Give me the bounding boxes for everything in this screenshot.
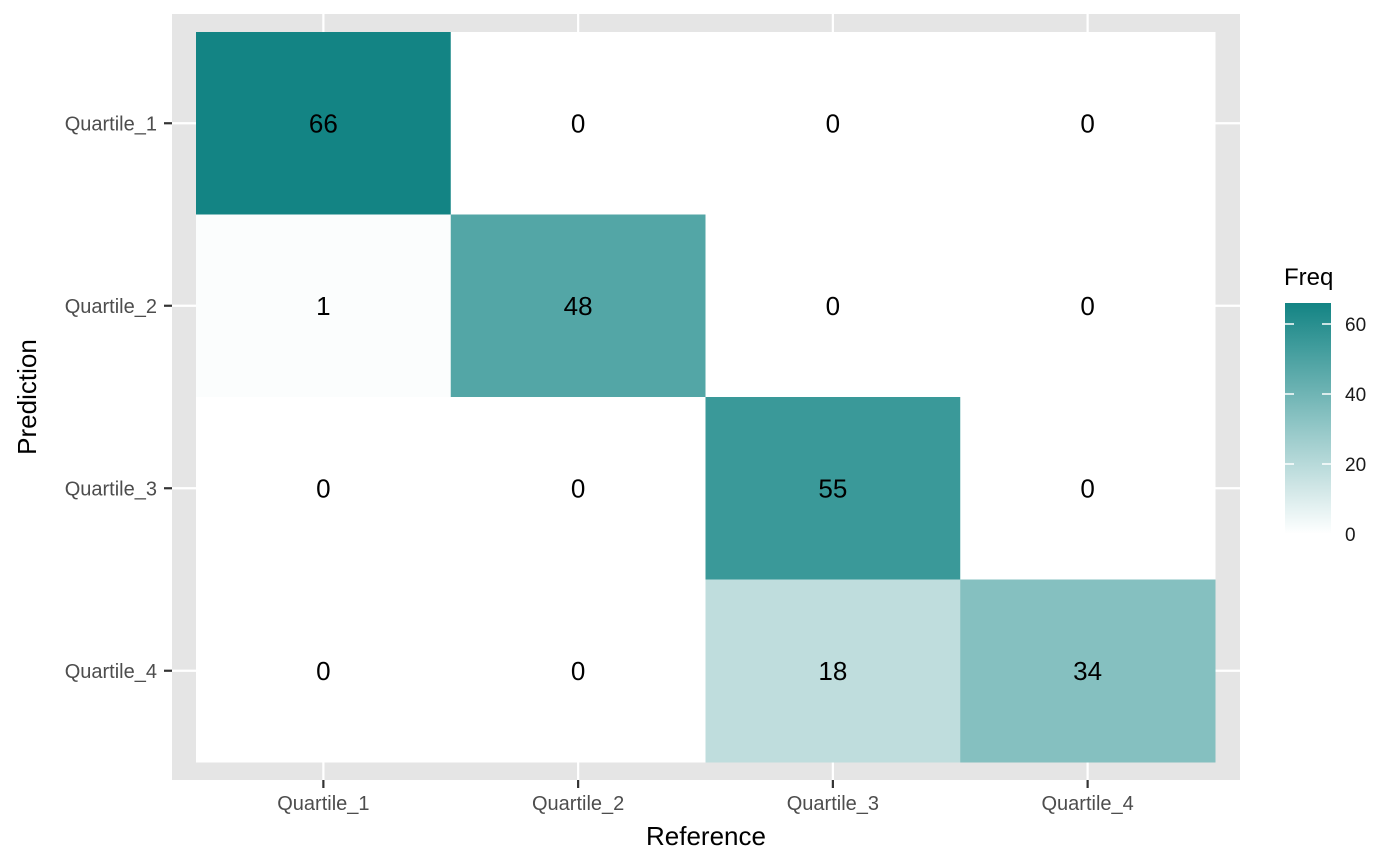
heatmap-cell xyxy=(196,579,452,763)
cell-value-label: 48 xyxy=(564,291,593,321)
cell-value-label: 34 xyxy=(1073,656,1102,686)
heatmap-cell xyxy=(960,397,1216,580)
y-axis-title: Prediction xyxy=(12,339,42,455)
heatmap-cell xyxy=(196,214,452,398)
cell-value-label: 0 xyxy=(571,656,585,686)
y-tick-label: Quartile_1 xyxy=(65,113,157,135)
heatmap-cell xyxy=(196,397,452,580)
heatmap-cell xyxy=(705,214,961,398)
heatmap-cell xyxy=(705,579,961,763)
legend-colorbar xyxy=(1285,303,1331,534)
legend-tick-label: 60 xyxy=(1345,315,1366,336)
legend-tick-label: 20 xyxy=(1345,455,1366,476)
x-tick-label: Quartile_4 xyxy=(1041,793,1133,815)
y-tick-label: Quartile_2 xyxy=(65,296,157,318)
y-tick-label: Quartile_3 xyxy=(65,478,157,500)
x-tick-label: Quartile_3 xyxy=(787,793,879,815)
legend-tick-label: 40 xyxy=(1345,385,1366,406)
cell-value-label: 0 xyxy=(316,656,330,686)
legend: Freq 0 20 40 60 xyxy=(1284,264,1366,546)
heatmap-cell xyxy=(450,397,706,580)
cell-labels: 66 0 0 0 1 48 0 0 0 0 55 0 0 0 18 34 xyxy=(309,108,1102,686)
cell-value-label: 0 xyxy=(1080,473,1094,503)
cell-value-label: 0 xyxy=(571,108,585,138)
cell-value-label: 0 xyxy=(571,473,585,503)
heatmap-cell xyxy=(450,32,706,215)
legend-title: Freq xyxy=(1284,264,1333,291)
legend-tick-label: 0 xyxy=(1345,525,1356,546)
x-tick-label: Quartile_1 xyxy=(277,793,369,815)
cell-value-label: 0 xyxy=(826,108,840,138)
heatmap-cell xyxy=(450,579,706,763)
heatmap-cell xyxy=(450,214,706,398)
cell-value-label: 18 xyxy=(818,656,847,686)
cell-value-label: 0 xyxy=(1080,291,1094,321)
heatmap-cell xyxy=(960,579,1216,763)
x-tick-label: Quartile_2 xyxy=(532,793,624,815)
cell-value-label: 0 xyxy=(826,291,840,321)
heatmap-cells xyxy=(196,32,1216,763)
heatmap-cell xyxy=(960,32,1216,215)
cell-value-label: 0 xyxy=(1080,108,1094,138)
cell-value-label: 66 xyxy=(309,108,338,138)
legend-ticks: 0 20 40 60 xyxy=(1285,315,1366,546)
y-tick-label: Quartile_4 xyxy=(65,661,157,683)
heatmap-cell xyxy=(705,32,961,215)
y-axis: Quartile_1 Quartile_2 Quartile_3 Quartile_4 xyxy=(65,113,172,683)
cell-value-label: 0 xyxy=(316,473,330,503)
heatmap-cell xyxy=(960,214,1216,398)
cell-value-label: 55 xyxy=(818,473,847,503)
heatmap-cell xyxy=(705,397,961,580)
heatmap-cell xyxy=(196,32,452,215)
cell-value-label: 1 xyxy=(316,291,330,321)
x-axis: Quartile_1 Quartile_2 Quartile_3 Quartile_4 xyxy=(277,780,1134,815)
x-axis-title: Reference xyxy=(646,821,766,851)
